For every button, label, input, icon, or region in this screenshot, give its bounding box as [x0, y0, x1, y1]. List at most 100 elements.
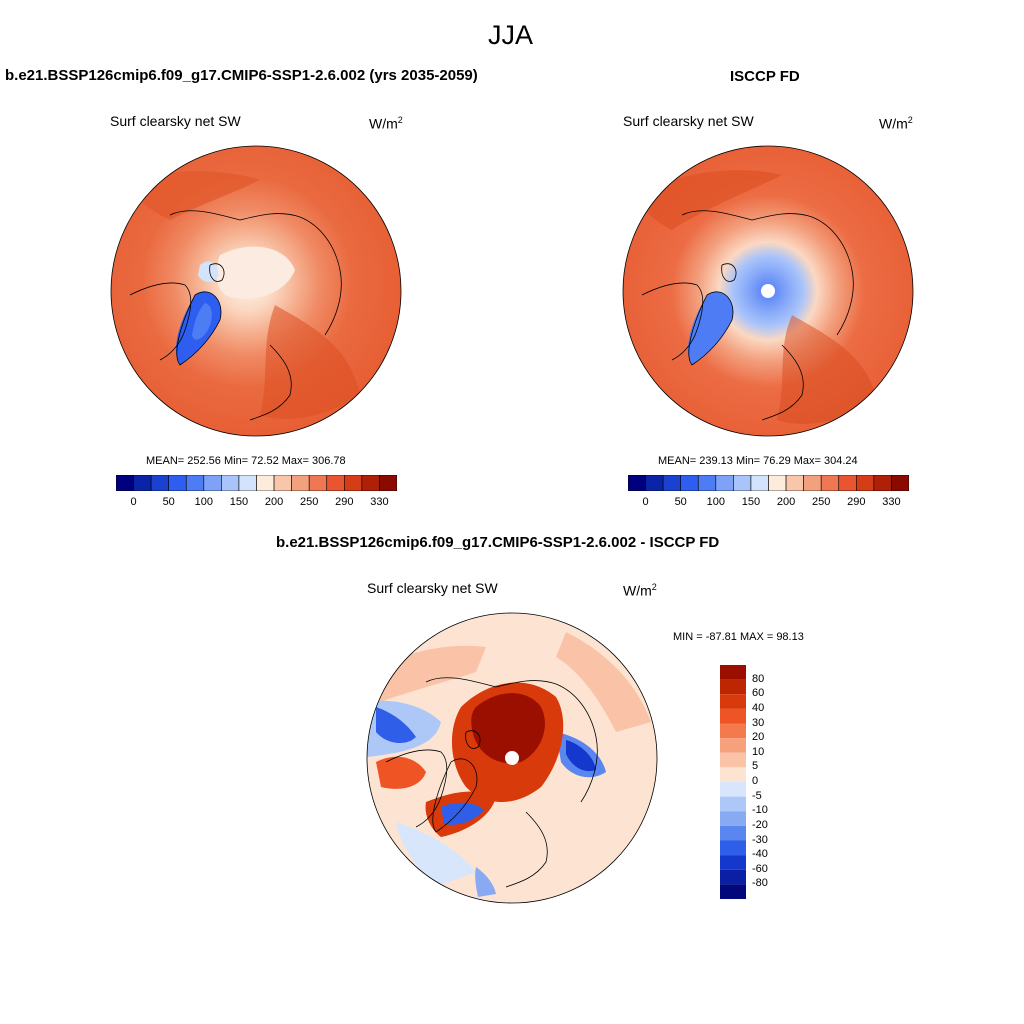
panel-3-colorbar-tick-label: -60 [752, 862, 768, 875]
panel-1-colorbar-swatch [326, 475, 345, 491]
panel-2-polar-map [622, 145, 914, 437]
panel-1-colorbar-swatch [168, 475, 187, 491]
panel-3-colorbar-swatch [720, 840, 746, 856]
panel-3-colorbar-tick-label: -10 [752, 804, 768, 817]
panel-2-colorbar-swatch [750, 475, 769, 491]
panel-3-colorbar-swatch [720, 855, 746, 870]
panel-1-colorbar-swatch [291, 475, 310, 491]
panel-2-colorbar-swatch [803, 475, 822, 491]
panel-2-colorbar-tick-label: 290 [847, 496, 866, 508]
panel-3-colorbar-tick-label: -20 [752, 818, 768, 831]
panel-1-variable: Surf clearsky net SW [110, 113, 241, 129]
panel-3-colorbar-swatch [720, 825, 746, 841]
panel-2-colorbar-tick-label: 0 [642, 496, 649, 508]
panel-3-colorbar-swatch [720, 694, 746, 709]
panel-2-colorbar-swatch [856, 475, 875, 491]
panel-3-colorbar-tick-label: -5 [752, 789, 762, 802]
panel-1-colorbar-swatch [133, 475, 152, 491]
panel-3-colorbar-tick-label: 10 [752, 745, 765, 758]
panel-2-title: ISCCP FD [730, 68, 800, 85]
panel-2-colorbar-swatch [838, 475, 857, 491]
panel-1-colorbar-swatch [116, 475, 134, 491]
panel-3-colorbar-tick-label: 20 [752, 731, 765, 744]
panel-2-colorbar-swatch [820, 475, 840, 491]
panel-3-colorbar-swatch [720, 884, 746, 899]
panel-3-colorbar-tick-label: -80 [752, 877, 768, 890]
panel-2-colorbar-ticks: 0 50 100 150 200 250 290 330 [628, 496, 909, 510]
panel-3-colorbar-swatch [720, 752, 746, 768]
panel-2-colorbar-swatch [715, 475, 734, 491]
panel-2-colorbar-swatch [733, 475, 752, 491]
panel-2-colorbar-tick-label: 330 [882, 496, 901, 508]
panel-1-colorbar-swatch [361, 475, 380, 491]
panel-1-colorbar-swatch [203, 475, 222, 491]
panel-3-variable: Surf clearsky net SW [367, 580, 498, 596]
panel-2-stats: MEAN= 239.13 Min= 76.29 Max= 304.24 [658, 455, 858, 467]
panel-2-colorbar-swatch [697, 475, 717, 491]
panel-3-colorbar-tick-label: 30 [752, 716, 765, 729]
panel-3-colorbar-tick-label: 0 [752, 775, 759, 787]
panel-3-colorbar-swatch [720, 723, 746, 739]
panel-2-colorbar-swatch [785, 475, 804, 491]
panel-2-colorbar-swatch [645, 475, 664, 491]
panel-3-colorbar-tick-label: -30 [752, 833, 768, 846]
panel-1-colorbar-swatch [185, 475, 205, 491]
panel-1-colorbar-tick-label: 50 [162, 496, 175, 508]
panel-3-colorbar-ticks: 80 60 40 30 20 10 5 0 -5 -10 -20 -30 -40 -60 -80 [752, 665, 792, 899]
panel-3-colorbar-swatch [720, 679, 746, 695]
panel-1-colorbar-swatch [379, 475, 397, 491]
panel-3-colorbar-tick-label: 40 [752, 701, 765, 714]
panel-1-colorbar-ticks: 0 50 100 150 200 250 290 330 [116, 496, 397, 510]
panel-3-colorbar-tick-label: 5 [752, 760, 759, 773]
panel-1-colorbar-swatch [238, 475, 257, 491]
panel-2-colorbar-tick-label: 100 [706, 496, 725, 508]
panel-1-colorbar [116, 475, 397, 491]
panel-2-colorbar-swatch [891, 475, 909, 491]
main-title: JJA [488, 20, 534, 50]
panel-2-colorbar-tick-label: 50 [674, 496, 687, 508]
panel-1-units: W/m2 [369, 115, 403, 132]
panel-1-colorbar-swatch [273, 475, 292, 491]
panel-3-units: W/m2 [623, 582, 657, 599]
panel-1-colorbar-swatch [150, 475, 169, 491]
panel-3-colorbar-tick-label: 80 [752, 672, 765, 685]
panel-1-title: b.e21.BSSP126cmip6.f09_g17.CMIP6-SSP1-2.… [5, 67, 478, 84]
panel-3-colorbar-swatch [720, 708, 746, 724]
panel-2-colorbar-swatch [873, 475, 892, 491]
panel-1-colorbar-swatch [221, 475, 240, 491]
panel-2-colorbar-swatch [662, 475, 681, 491]
panel-1-colorbar-tick-label: 0 [130, 496, 137, 508]
panel-3-polar-map [366, 612, 658, 904]
panel-1-polar-map [110, 145, 402, 437]
panel-2-colorbar-swatch [768, 475, 787, 491]
panel-3-colorbar-tick-label: -40 [752, 848, 768, 861]
panel-3-colorbar-tick-label: 60 [752, 687, 765, 700]
panel-2-variable: Surf clearsky net SW [623, 113, 754, 129]
panel-3-colorbar-swatch [720, 738, 746, 753]
panel-2-colorbar [628, 475, 909, 491]
panel-3-colorbar-swatch [720, 782, 746, 797]
panel-2-colorbar-tick-label: 200 [776, 496, 796, 508]
panel-2-units: W/m2 [879, 115, 913, 132]
panel-3-title: b.e21.BSSP126cmip6.f09_g17.CMIP6-SSP1-2.… [276, 534, 720, 551]
panel-3-stats: MIN = -87.81 MAX = 98.13 [673, 631, 804, 643]
panel-1-colorbar-tick-label: 150 [229, 496, 249, 508]
panel-1-stats: MEAN= 252.56 Min= 72.52 Max= 306.78 [146, 455, 346, 467]
panel-2-colorbar-swatch [628, 475, 646, 491]
panel-1-colorbar-tick-label: 290 [335, 496, 354, 508]
panel-1-colorbar-tick-label: 250 [300, 496, 319, 508]
panel-3-colorbar [720, 665, 746, 899]
panel-1-colorbar-swatch [256, 475, 275, 491]
panel-1-colorbar-tick-label: 200 [264, 496, 284, 508]
panel-3-colorbar-swatch [720, 811, 746, 826]
panel-2-colorbar-tick-label: 250 [812, 496, 831, 508]
panel-2-colorbar-swatch [680, 475, 699, 491]
panel-3-colorbar-swatch [720, 767, 746, 782]
panel-1-colorbar-tick-label: 330 [370, 496, 389, 508]
panel-3-colorbar-swatch [720, 869, 746, 885]
panel-1-colorbar-swatch [344, 475, 363, 491]
panel-1-colorbar-swatch [308, 475, 328, 491]
panel-3-colorbar-swatch [720, 665, 746, 680]
panel-3-colorbar-swatch [720, 796, 746, 812]
panel-2-colorbar-tick-label: 150 [741, 496, 761, 508]
